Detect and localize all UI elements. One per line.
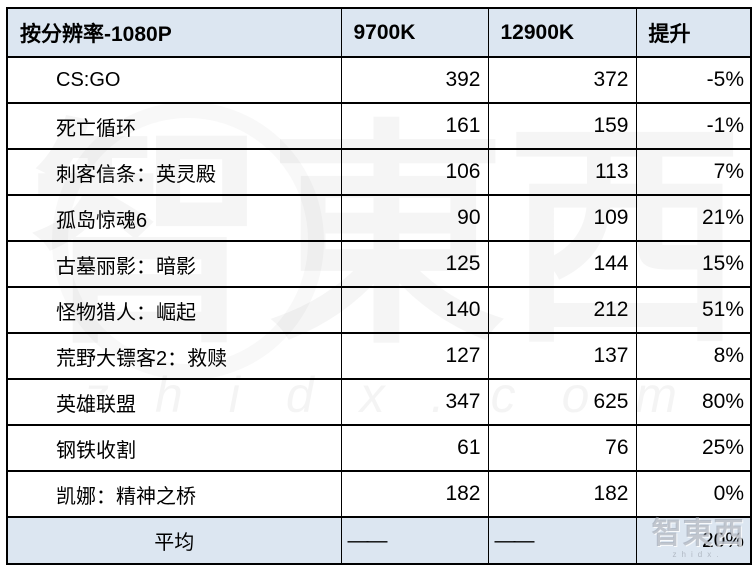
average-uplift-value: 20%: [635, 516, 752, 565]
game-name-cell: 怪物猎人：崛起: [6, 286, 342, 334]
fps-9700k-cell: 61: [340, 424, 489, 472]
fps-9700k-cell: 392: [340, 56, 489, 104]
uplift-cell: 25%: [635, 424, 752, 472]
table-row: 凯娜：精神之桥 182 182 0%: [6, 470, 752, 518]
average-row: 平均 —— —— 20%: [6, 516, 752, 565]
uplift-cell: 8%: [635, 332, 752, 380]
header-cpu-9700k: 9700K: [340, 7, 489, 58]
fps-12900k-cell: 372: [487, 56, 637, 104]
fps-12900k-cell: 144: [487, 240, 637, 288]
uplift-cell: 80%: [635, 378, 752, 426]
uplift-cell: -5%: [635, 56, 752, 104]
fps-12900k-cell: 76: [487, 424, 637, 472]
fps-9700k-cell: 161: [340, 102, 489, 150]
table-row: 钢铁收割 61 76 25%: [6, 424, 752, 472]
fps-9700k-cell: 90: [340, 194, 489, 242]
header-uplift: 提升: [635, 7, 752, 58]
game-name-cell: 英雄联盟: [6, 378, 342, 426]
uplift-cell: 7%: [635, 148, 752, 196]
fps-12900k-cell: 159: [487, 102, 637, 150]
game-name-cell: 刺客信条：英灵殿: [6, 148, 342, 196]
table-row: 刺客信条：英灵殿 106 113 7%: [6, 148, 752, 196]
table-row: CS:GO 392 372 -5%: [6, 56, 752, 104]
game-name-cell: 古墓丽影：暗影: [6, 240, 342, 288]
table-row: 孤岛惊魂6 90 109 21%: [6, 194, 752, 242]
header-cpu-12900k: 12900K: [487, 7, 637, 58]
game-name-cell: 孤岛惊魂6: [6, 194, 342, 242]
average-label: 平均: [6, 516, 342, 565]
uplift-cell: 21%: [635, 194, 752, 242]
game-name-cell: 死亡循环: [6, 102, 342, 150]
fps-benchmark-table: 按分辨率-1080P 9700K 12900K 提升 CS:GO 392 372 -5…: [6, 7, 752, 565]
header-resolution: 按分辨率-1080P: [6, 7, 342, 58]
fps-9700k-cell: 182: [340, 470, 489, 518]
fps-9700k-cell: 106: [340, 148, 489, 196]
uplift-cell: 15%: [635, 240, 752, 288]
header-row: 按分辨率-1080P 9700K 12900K 提升: [6, 7, 752, 58]
fps-12900k-cell: 182: [487, 470, 637, 518]
table-row: 死亡循环 161 159 -1%: [6, 102, 752, 150]
fps-12900k-cell: 625: [487, 378, 637, 426]
fps-12900k-cell: 113: [487, 148, 637, 196]
game-name-cell: 凯娜：精神之桥: [6, 470, 342, 518]
fps-9700k-cell: 127: [340, 332, 489, 380]
table-row: 怪物猎人：崛起 140 212 51%: [6, 286, 752, 334]
fps-9700k-cell: 125: [340, 240, 489, 288]
game-name-cell: CS:GO: [6, 56, 342, 104]
average-fps-12900k: ——: [487, 516, 637, 565]
uplift-cell: 51%: [635, 286, 752, 334]
fps-12900k-cell: 212: [487, 286, 637, 334]
game-name-cell: 钢铁收割: [6, 424, 342, 472]
average-fps-9700k: ——: [340, 516, 489, 565]
fps-12900k-cell: 109: [487, 194, 637, 242]
fps-12900k-cell: 137: [487, 332, 637, 380]
fps-9700k-cell: 140: [340, 286, 489, 334]
game-name-cell: 荒野大镖客2：救赎: [6, 332, 342, 380]
table-row: 古墓丽影：暗影 125 144 15%: [6, 240, 752, 288]
table-row: 荒野大镖客2：救赎 127 137 8%: [6, 332, 752, 380]
fps-9700k-cell: 347: [340, 378, 489, 426]
uplift-cell: 0%: [635, 470, 752, 518]
uplift-cell: -1%: [635, 102, 752, 150]
table-row: 英雄联盟 347 625 80%: [6, 378, 752, 426]
